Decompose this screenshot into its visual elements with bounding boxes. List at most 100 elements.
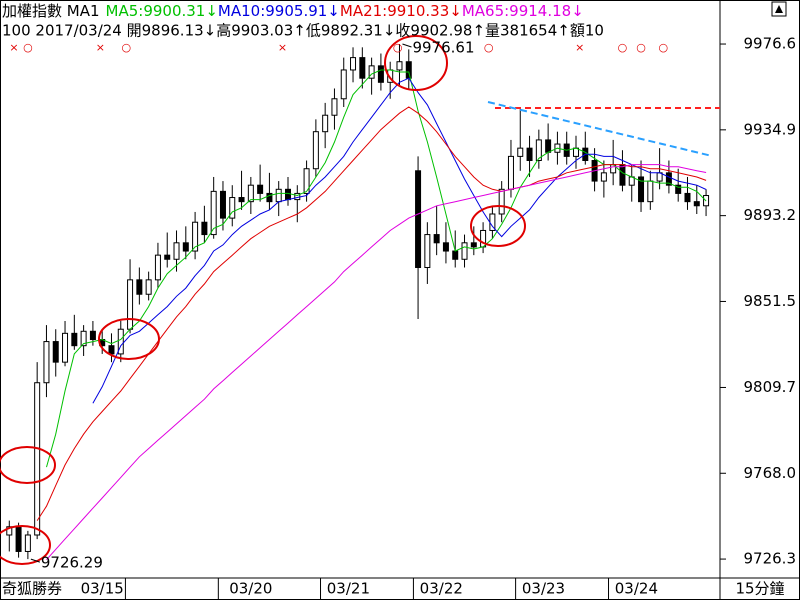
candle-body bbox=[693, 201, 700, 207]
candle-body bbox=[377, 65, 384, 83]
y-tick-label: 9893.2 bbox=[744, 206, 797, 224]
candle-body bbox=[275, 188, 282, 203]
candle-body bbox=[52, 341, 59, 363]
candle-body bbox=[89, 330, 96, 341]
annotation-leader bbox=[402, 43, 412, 48]
source-label: 奇狐勝券 bbox=[2, 580, 62, 598]
x-tick-label: 03/20 bbox=[229, 580, 272, 598]
period-label: 15分鐘 bbox=[735, 580, 784, 598]
candle-body bbox=[108, 345, 115, 355]
candle-body bbox=[229, 197, 236, 219]
signal-marker: × bbox=[575, 41, 584, 54]
candle-body bbox=[340, 69, 347, 100]
ma-line bbox=[92, 77, 707, 404]
highlight-circle bbox=[0, 446, 56, 484]
highlight-circle bbox=[384, 35, 448, 91]
trend-line bbox=[487, 101, 713, 157]
candle-body bbox=[154, 254, 161, 281]
candle-body bbox=[238, 197, 245, 203]
candle-body bbox=[182, 242, 189, 252]
candle-body bbox=[43, 341, 50, 384]
legend-entry: MA10:9905.91↓ bbox=[218, 2, 340, 20]
candle-body bbox=[145, 279, 152, 295]
highlight-circle bbox=[0, 525, 51, 565]
y-tick-label: 9976.6 bbox=[744, 35, 797, 53]
signal-marker: ○ bbox=[659, 41, 669, 54]
signal-marker: × bbox=[96, 41, 105, 54]
candle-body bbox=[322, 114, 329, 133]
candle-body bbox=[24, 534, 31, 552]
candle-body bbox=[350, 57, 357, 71]
candle-body bbox=[461, 242, 468, 260]
candle-body bbox=[442, 242, 449, 252]
candle-body bbox=[526, 147, 533, 161]
header-line: 加權指數 MA1 MA5:9900.31↓MA10:9905.91↓MA21:99… bbox=[2, 2, 584, 20]
legend-entry: MA21:9910.33↓ bbox=[340, 2, 462, 20]
x-tick-label: 03/15 bbox=[81, 580, 124, 598]
signal-marker: × bbox=[278, 41, 287, 54]
candle-body bbox=[507, 155, 514, 190]
y-tick-label: 9851.5 bbox=[744, 292, 797, 310]
candle-body bbox=[247, 184, 254, 203]
ma-line bbox=[46, 69, 707, 468]
annotation-label: 9726.29 bbox=[41, 554, 103, 572]
annotation-leader bbox=[30, 558, 41, 563]
candle-body bbox=[201, 221, 208, 236]
candle-body bbox=[368, 65, 375, 79]
y-tick-label: 9934.9 bbox=[744, 120, 797, 138]
y-tick-label: 9726.3 bbox=[744, 550, 797, 568]
candle-body bbox=[405, 61, 412, 79]
candle-body bbox=[80, 330, 87, 347]
candle-body bbox=[470, 242, 477, 248]
candle-body bbox=[619, 164, 626, 186]
candle-body bbox=[545, 139, 552, 153]
signal-marker: ○ bbox=[636, 41, 646, 54]
candle-body bbox=[535, 139, 542, 161]
candle-body bbox=[266, 192, 273, 203]
candle-body bbox=[34, 382, 41, 536]
candle-body bbox=[71, 332, 78, 347]
candle-body bbox=[647, 180, 654, 203]
candle-body bbox=[424, 234, 431, 268]
candle-body bbox=[359, 57, 366, 79]
candle-body bbox=[117, 328, 124, 355]
y-tick-label: 9809.7 bbox=[744, 378, 797, 396]
candle-body bbox=[173, 242, 180, 260]
signal-marker: ○ bbox=[484, 41, 494, 54]
scroll-arrow bbox=[775, 5, 783, 13]
y-tick-label: 9768.0 bbox=[744, 464, 797, 482]
candle-body bbox=[164, 254, 171, 260]
signal-marker: ○ bbox=[393, 41, 403, 54]
annotation-label: 9976.61 bbox=[412, 39, 474, 57]
legend-entry: MA65:9914.18↓ bbox=[462, 2, 584, 20]
title: 加權指數 MA1 bbox=[2, 2, 100, 20]
highlight-circles bbox=[0, 35, 526, 565]
signal-marker: ○ bbox=[122, 41, 132, 54]
candle-body bbox=[312, 131, 319, 170]
highlight-circle bbox=[98, 318, 160, 360]
candle-body bbox=[452, 250, 459, 260]
candle-body bbox=[6, 526, 13, 536]
candle-body bbox=[415, 170, 422, 268]
x-tick-label: 03/22 bbox=[420, 580, 463, 598]
candle-body bbox=[192, 221, 199, 252]
candle-body bbox=[331, 98, 338, 116]
plot-area bbox=[6, 44, 710, 561]
candle-body bbox=[517, 147, 524, 157]
legend-entry: MA5:9900.31↓ bbox=[106, 2, 218, 20]
candle-body bbox=[684, 192, 691, 203]
ma-line bbox=[46, 164, 707, 561]
candle-body bbox=[638, 176, 645, 203]
candle-body bbox=[303, 168, 310, 194]
candle-body bbox=[600, 172, 607, 182]
candle-body bbox=[62, 332, 69, 363]
x-tick-label: 03/24 bbox=[615, 580, 658, 598]
candle-body bbox=[285, 188, 291, 201]
candle-body bbox=[498, 188, 505, 215]
signal-marker: × bbox=[9, 41, 18, 54]
candle-body bbox=[210, 190, 217, 236]
candle-body bbox=[127, 279, 134, 330]
